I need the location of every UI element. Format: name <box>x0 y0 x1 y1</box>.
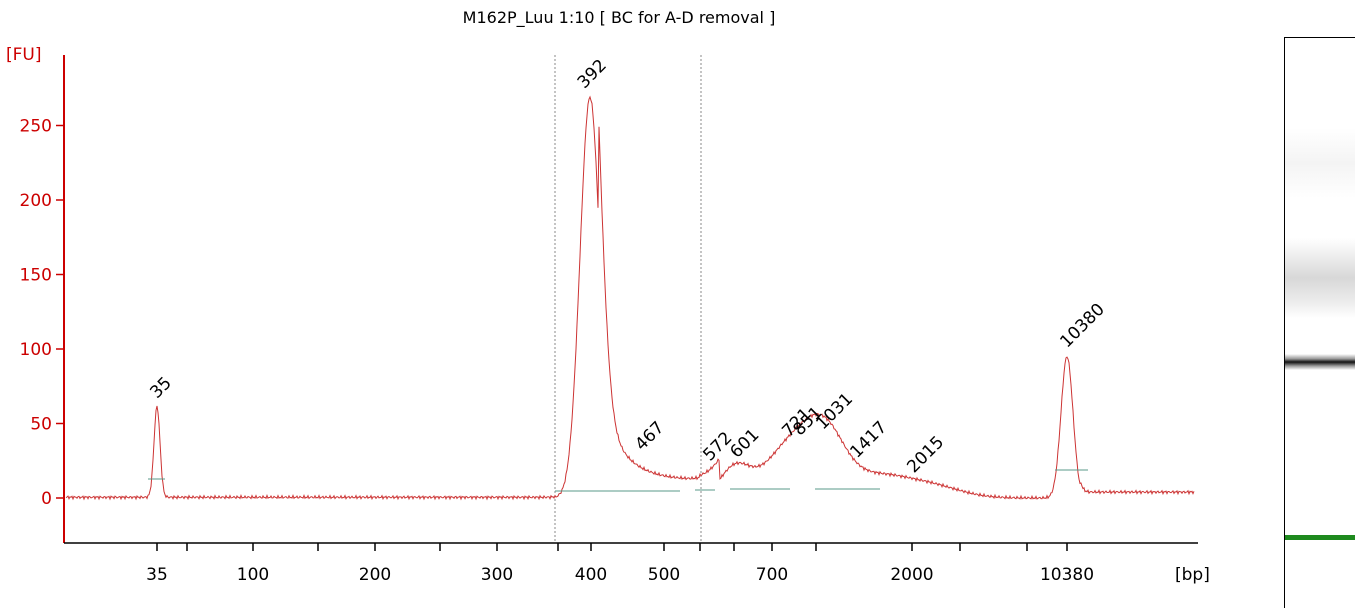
gel-band-top-glow <box>1285 128 1355 198</box>
x-axis-label: [bp] <box>1175 565 1210 585</box>
peak-label-601: 601 <box>726 425 763 462</box>
trace-line <box>65 95 1195 501</box>
y-tick-label: 200 <box>20 191 52 211</box>
peak-label-2015: 2015 <box>903 432 948 477</box>
gel-lane <box>1284 37 1355 608</box>
x-tick-label: 400 <box>575 565 607 585</box>
electropherogram-chart: M162P_Luu 1:10 [ BC for A-D removal ] [F… <box>6 8 1210 585</box>
x-tick-label: 500 <box>648 565 680 585</box>
x-tick-label: 35 <box>146 565 168 585</box>
x-tick-label: 10380 <box>1040 565 1094 585</box>
peak-label-35: 35 <box>146 373 175 402</box>
gel-band-main <box>1285 354 1355 370</box>
x-tick-label: 200 <box>359 565 391 585</box>
x-tick-label: 300 <box>481 565 513 585</box>
peak-label-10380: 10380 <box>1056 300 1108 352</box>
gel-band-smear <box>1285 238 1355 318</box>
peak-label-392: 392 <box>574 56 611 93</box>
gel-band-lower-marker <box>1285 535 1355 540</box>
y-tick-label: 50 <box>30 415 52 435</box>
peak-label-1417: 1417 <box>846 418 891 463</box>
y-tick-label: 250 <box>20 117 52 137</box>
x-tick-label: 2000 <box>890 565 933 585</box>
y-tick-label: 150 <box>20 266 52 286</box>
x-tick-label: 100 <box>237 565 269 585</box>
chart-title: M162P_Luu 1:10 [ BC for A-D removal ] <box>463 8 776 28</box>
y-tick-label: 100 <box>20 340 52 360</box>
y-tick-label: 0 <box>41 489 52 509</box>
x-tick-label: 700 <box>756 565 788 585</box>
peak-label-467: 467 <box>631 418 668 455</box>
plot-area: 0 50 100 150 200 250 35 100 200 300 400 500 700 2000 1… <box>20 55 1198 585</box>
y-axis-label: [FU] <box>6 45 42 65</box>
